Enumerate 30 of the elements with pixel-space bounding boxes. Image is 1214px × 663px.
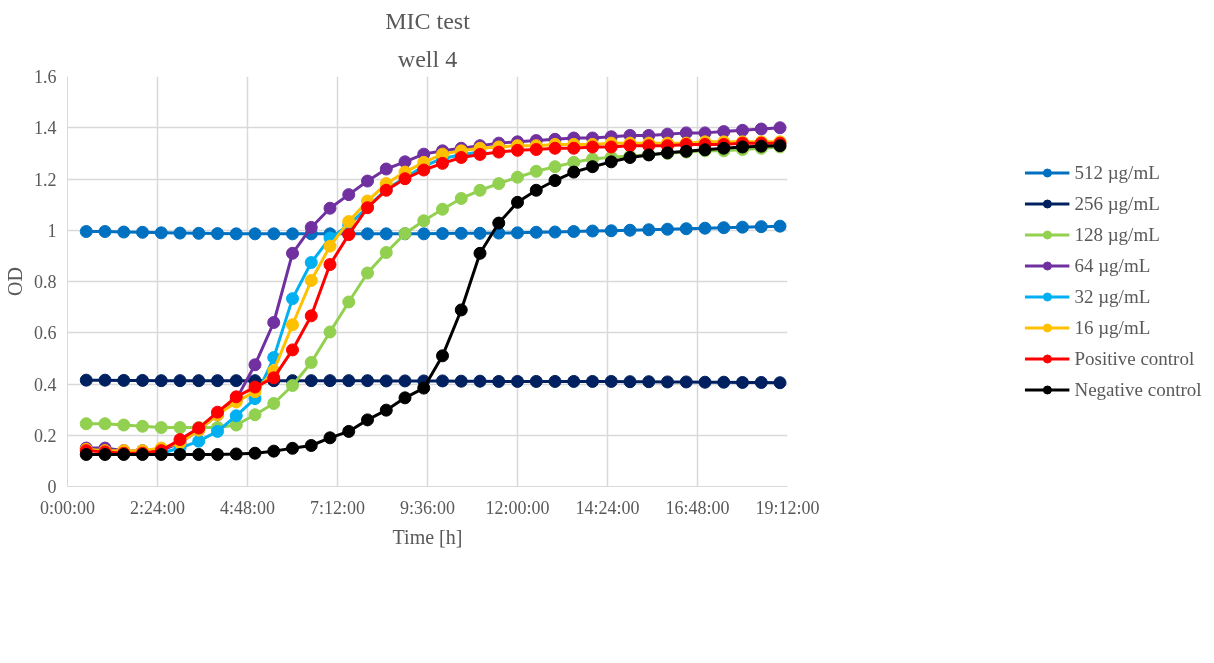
y-tick-label: 1.6 — [34, 67, 57, 87]
y-tick-label: 0.8 — [34, 272, 57, 292]
y-tick-label: 1.2 — [34, 169, 57, 190]
legend-label: 128 µg/mL — [1074, 223, 1160, 246]
x-tick-label: 16:48:00 — [665, 497, 730, 518]
y-tick-label: 0.2 — [34, 425, 57, 446]
x-tick-label: 0:00:00 — [40, 497, 96, 518]
chart-title: MIC test — [385, 7, 471, 34]
y-tick-label: 1 — [47, 220, 57, 241]
y-tick-label: 0.6 — [34, 323, 57, 344]
x-tick-label: 2:24:00 — [130, 497, 186, 518]
legend-label: 256 µg/mL — [1074, 192, 1160, 215]
x-tick-label: 7:12:00 — [310, 497, 366, 518]
x-tick-label: 4:48:00 — [220, 497, 276, 518]
x-tick-label: 9:36:00 — [400, 497, 456, 518]
y-tick-label: 0 — [47, 477, 57, 497]
legend-label: 16 µg/mL — [1074, 316, 1151, 339]
x-tick-label: 12:00:00 — [485, 497, 550, 518]
chart-subtitle: well 4 — [397, 45, 458, 72]
y-tick-label: 0.4 — [34, 374, 57, 395]
y-axis-title: OD — [4, 267, 26, 296]
legend-label: 64 µg/mL — [1074, 254, 1151, 277]
x-tick-label: 19:12:00 — [755, 497, 820, 518]
legend-label: 512 µg/mL — [1074, 161, 1160, 184]
x-tick-label: 14:24:00 — [575, 497, 640, 518]
legend-label: 32 µg/mL — [1074, 285, 1151, 308]
x-axis-title: Time [h] — [392, 525, 463, 548]
legend-label: Positive control — [1074, 347, 1195, 370]
y-tick-label: 1.4 — [34, 118, 57, 139]
legend-label: Negative control — [1074, 378, 1202, 401]
